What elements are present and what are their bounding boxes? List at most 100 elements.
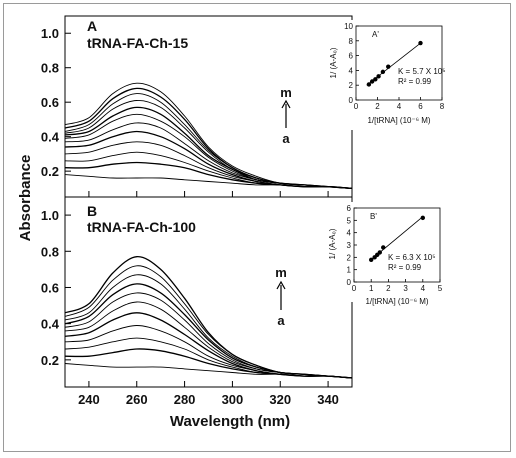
panel-b-spectrum-curve-9 bbox=[64, 274, 353, 379]
panel-b-spectrum-curve-5 bbox=[64, 312, 353, 379]
inset-b-label: B' bbox=[370, 212, 377, 221]
inset-b-y-tick-label: 5 bbox=[347, 216, 352, 225]
inset-a-x-tick-label: 4 bbox=[397, 102, 402, 111]
panel-b-y-tick-label: 0.4 bbox=[41, 317, 60, 332]
panel-b-x-tick-label: 340 bbox=[317, 392, 339, 407]
inset-b-x-tick-label: 5 bbox=[438, 284, 443, 293]
panel-b-letter: B bbox=[87, 203, 97, 219]
inset-b-x-tick-label: 2 bbox=[386, 284, 391, 293]
panel-a-arrow-bottom-label: a bbox=[282, 131, 290, 146]
panel-b-spectrum-curve-2 bbox=[64, 348, 353, 379]
figure-svg: Absorbance Wavelength (nm) 0.2 0.4 0.6 0.8 1… bbox=[17, 15, 450, 430]
panel-b-arrow-top-label: m bbox=[275, 265, 287, 280]
inset-a-data-point bbox=[366, 82, 372, 87]
panel-a-curves bbox=[64, 82, 353, 190]
inset-a-label: A' bbox=[372, 30, 379, 39]
panel-b-y-tick-label: 0.2 bbox=[41, 353, 59, 368]
panel-a-y-tick-label: 0.4 bbox=[41, 130, 60, 145]
inset-a-ticks: 0 2 4 6 8 0 2 4 6 8 10 bbox=[344, 22, 445, 111]
panel-a-letter: A bbox=[87, 18, 97, 34]
panel-b: 0.20.40.60.81.0 240 260 280 300 320 340 B tRN… bbox=[41, 196, 450, 407]
inset-b-points bbox=[369, 215, 425, 262]
panel-b-curves bbox=[64, 256, 353, 379]
panel-a-spectrum-curve-12 bbox=[64, 82, 353, 189]
inset-b-y-tick-label: 6 bbox=[347, 204, 352, 213]
inset-a-data-point bbox=[386, 64, 391, 69]
inset-b-x-tick-label: 0 bbox=[352, 284, 357, 293]
panel-a-spectrum-curve-7 bbox=[64, 113, 353, 189]
panel-b-x-tick-label: 280 bbox=[174, 392, 196, 407]
inset-b-x-tick-label: 4 bbox=[421, 284, 426, 293]
inset-b-x-label: 1/[tRNA] (10⁻⁶ M) bbox=[365, 297, 428, 306]
inset-a-y-tick-label: 4 bbox=[349, 66, 354, 75]
panel-b-x-tick-label: 260 bbox=[126, 392, 148, 407]
panel-b-y-tick-label: 0.6 bbox=[41, 280, 59, 295]
inset-b-y-label: 1/ (A-A₀) bbox=[328, 228, 337, 259]
inset-a-data-point bbox=[418, 40, 423, 46]
inset-a-data-point bbox=[369, 79, 375, 84]
inset-a-x-label: 1/[tRNA] (10⁻⁶ M) bbox=[367, 116, 430, 125]
inset-b-data-point bbox=[369, 257, 374, 262]
inset-a-y-tick-label: 6 bbox=[349, 52, 354, 61]
inset-b-data-point bbox=[377, 250, 382, 255]
panel-b-title: tRNA-FA-Ch-100 bbox=[87, 219, 196, 235]
inset-b-data-point bbox=[381, 245, 386, 250]
inset-b-data-point bbox=[420, 215, 425, 221]
panel-b-x-tick-label: 320 bbox=[269, 392, 291, 407]
panel-b-y-tick-label: 0.8 bbox=[41, 244, 59, 259]
panel-a-y-tick-label: 0.8 bbox=[41, 61, 59, 76]
panel-a-y-tick-label: 1.0 bbox=[41, 26, 59, 41]
panel-a-y-ticks: 0.2 0.4 0.6 0.8 1.0 bbox=[41, 26, 71, 179]
inset-a-y-tick-label: 10 bbox=[344, 22, 353, 31]
panel-a-arrow-top-label: m bbox=[280, 85, 292, 100]
panel-a-x-ticks bbox=[88, 191, 329, 197]
inset-a-k-value: K = 5.7 X 10⁵ bbox=[398, 67, 446, 76]
y-axis-label: Absorbance bbox=[17, 155, 34, 242]
inset-a-background bbox=[320, 20, 450, 130]
inset-b-background bbox=[320, 202, 450, 302]
panel-a-y-tick-label: 0.6 bbox=[41, 95, 59, 110]
inset-a-data-point bbox=[376, 74, 381, 79]
x-axis-label: Wavelength (nm) bbox=[170, 413, 290, 430]
inset-a-y-tick-label: 2 bbox=[349, 81, 354, 90]
inset-b-y-tick-label: 0 bbox=[347, 278, 352, 287]
panel-b-y-ticks: 0.2 0.4 0.6 0.8 1.0 bbox=[41, 208, 71, 368]
panel-b-x-ticks: 240 260 280 300 320 340 bbox=[78, 381, 339, 407]
inset-b-y-tick-label: 1 bbox=[347, 266, 352, 275]
inset-b-x-tick-label: 1 bbox=[369, 284, 374, 293]
panel-b-x-tick-label: 300 bbox=[222, 392, 244, 407]
panel-b-y-tick-label: 1.0 bbox=[41, 208, 59, 223]
panel-a-arrow-head bbox=[281, 99, 291, 109]
panel-a-spectrum-curve-2 bbox=[64, 161, 353, 190]
inset-a-data-point bbox=[373, 77, 378, 82]
inset-a-x-tick-label: 6 bbox=[418, 102, 423, 111]
inset-b-y-tick-label: 4 bbox=[347, 229, 352, 238]
panel-a-title: tRNA-FA-Ch-15 bbox=[87, 35, 188, 51]
inset-a-y-tick-label: 8 bbox=[349, 37, 354, 46]
inset-a-x-tick-label: 2 bbox=[375, 102, 380, 111]
inset-a-points bbox=[366, 40, 423, 87]
inset-a-y-tick-label: 0 bbox=[349, 96, 354, 105]
inset-a-r2-value: R² = 0.99 bbox=[398, 77, 432, 86]
inset-a-x-tick-label: 0 bbox=[354, 102, 359, 111]
panel-b-x-tick-label: 240 bbox=[78, 392, 100, 407]
inset-b-k-value: K = 6.3 X 10⁵ bbox=[388, 253, 436, 262]
inset-b-r2-value: R² = 0.99 bbox=[388, 263, 422, 272]
inset-a-x-tick-label: 8 bbox=[440, 102, 445, 111]
inset-a-y-label: 1/ (A-A₀) bbox=[329, 47, 338, 78]
inset-b-x-tick-label: 3 bbox=[403, 284, 408, 293]
panel-b-arrow-head bbox=[276, 280, 286, 290]
panel-b-arrow-bottom-label: a bbox=[277, 313, 285, 328]
panel-a: 0.2 0.4 0.6 0.8 1.0 A tRNA-FA-Ch-15 m a 0 2 4 6… bbox=[41, 15, 450, 198]
inset-b-y-tick-label: 3 bbox=[347, 241, 352, 250]
panel-a-y-tick-label: 0.2 bbox=[41, 164, 59, 179]
panel-b-spectrum-curve-11 bbox=[64, 256, 353, 379]
figure-frame: Absorbance Wavelength (nm) 0.2 0.4 0.6 0.8 1… bbox=[3, 3, 511, 452]
inset-b-y-tick-label: 2 bbox=[347, 253, 352, 262]
panel-a-spectrum-curve-5 bbox=[64, 130, 353, 190]
inset-a-data-point bbox=[380, 69, 386, 75]
panel-b-spectrum-curve-7 bbox=[64, 292, 353, 379]
